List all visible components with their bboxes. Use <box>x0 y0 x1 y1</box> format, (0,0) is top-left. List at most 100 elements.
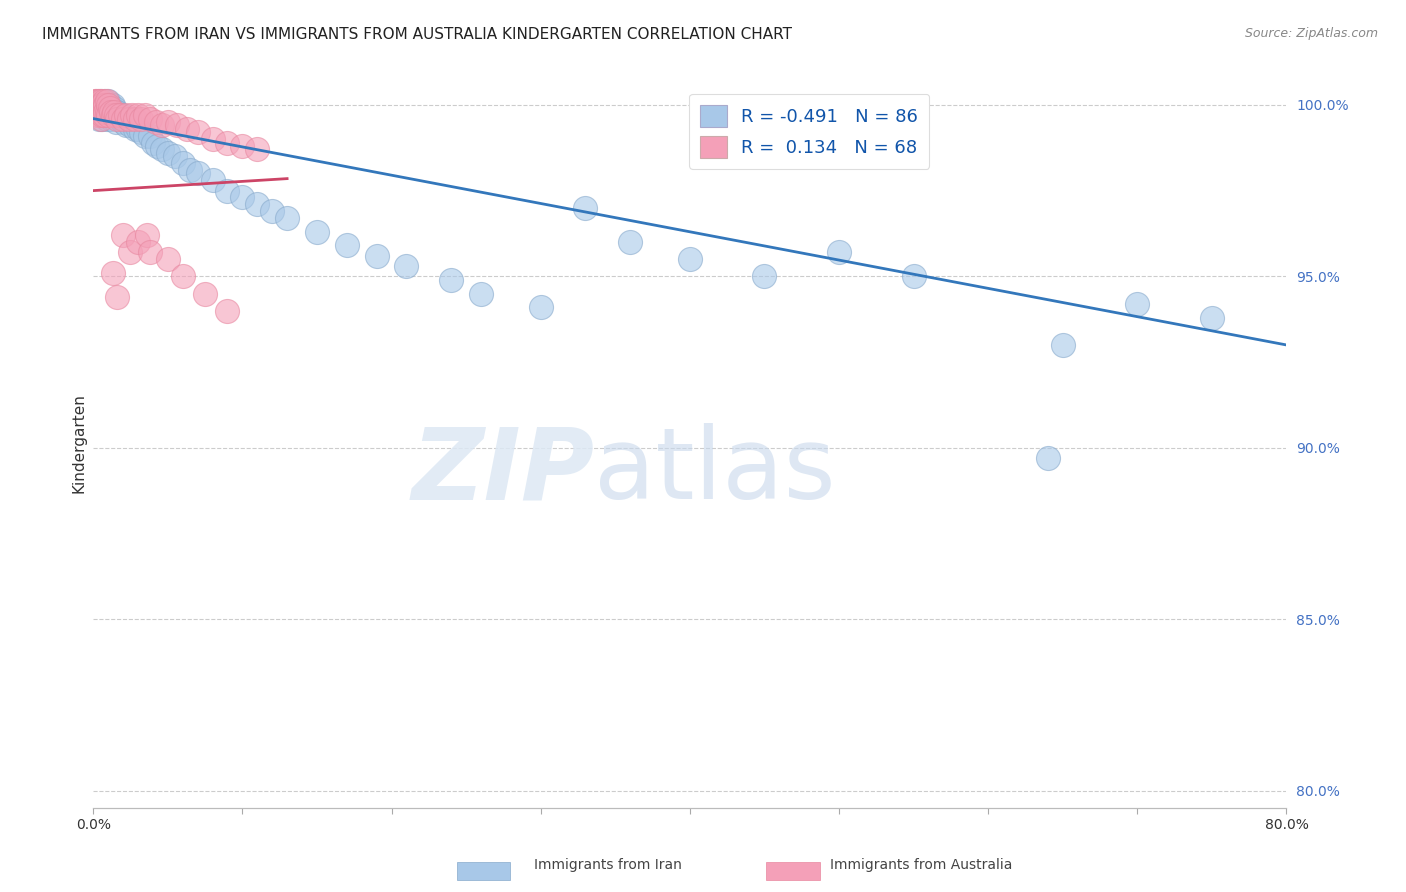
Point <box>127 108 149 122</box>
Point <box>262 204 284 219</box>
Point <box>98 98 121 112</box>
Point <box>90 104 112 119</box>
Point <box>118 112 141 126</box>
Point <box>1126 297 1149 311</box>
Point <box>89 108 111 122</box>
Point <box>86 104 108 119</box>
Point <box>305 225 328 239</box>
Point <box>217 303 239 318</box>
Point <box>107 108 129 122</box>
Point <box>179 163 201 178</box>
Point <box>90 112 112 126</box>
Point <box>96 95 118 109</box>
Point <box>246 197 269 211</box>
Point <box>165 149 187 163</box>
Point <box>217 184 239 198</box>
Point <box>574 201 596 215</box>
Point <box>94 95 117 109</box>
Point <box>176 121 198 136</box>
Point <box>91 101 114 115</box>
Point <box>135 228 157 243</box>
Point <box>201 173 224 187</box>
Point <box>111 228 134 243</box>
Legend: R = -0.491   N = 86, R =  0.134   N = 68: R = -0.491 N = 86, R = 0.134 N = 68 <box>689 94 929 169</box>
Point <box>172 269 194 284</box>
Point <box>91 104 114 119</box>
Point <box>91 98 114 112</box>
Point <box>172 156 194 170</box>
Point <box>86 101 108 115</box>
Point <box>86 108 108 122</box>
Point <box>111 115 134 129</box>
Point <box>139 128 162 143</box>
Point <box>93 101 115 115</box>
Point <box>84 98 107 112</box>
Point <box>231 190 253 204</box>
Point <box>98 108 121 122</box>
Point <box>1036 451 1059 466</box>
Point <box>93 101 115 115</box>
Text: IMMIGRANTS FROM IRAN VS IMMIGRANTS FROM AUSTRALIA KINDERGARTEN CORRELATION CHART: IMMIGRANTS FROM IRAN VS IMMIGRANTS FROM … <box>42 27 792 42</box>
Point <box>90 108 112 122</box>
Point <box>124 112 146 126</box>
Point <box>94 98 117 112</box>
Point <box>150 143 173 157</box>
Text: Immigrants from Iran: Immigrants from Iran <box>534 858 682 872</box>
Point <box>139 245 162 260</box>
Point <box>96 104 118 119</box>
Text: Immigrants from Australia: Immigrants from Australia <box>830 858 1012 872</box>
Point <box>103 104 125 119</box>
Point <box>96 112 118 126</box>
Point <box>110 108 132 122</box>
Point <box>89 112 111 126</box>
Point <box>101 108 124 122</box>
Point <box>156 115 179 129</box>
Point <box>118 112 141 126</box>
Point <box>187 166 209 180</box>
Point <box>94 101 117 115</box>
Point <box>395 259 418 273</box>
Point <box>134 128 156 143</box>
Point <box>98 101 121 115</box>
Point <box>84 95 107 109</box>
Text: atlas: atlas <box>595 424 837 520</box>
Point <box>91 108 114 122</box>
Point <box>201 132 224 146</box>
Point <box>129 112 152 126</box>
Point <box>121 115 143 129</box>
Point <box>127 235 149 249</box>
Point <box>101 98 124 112</box>
Point <box>84 101 107 115</box>
Point <box>108 112 131 126</box>
Point <box>619 235 641 249</box>
Point <box>86 108 108 122</box>
Point <box>146 139 169 153</box>
Point <box>246 143 269 157</box>
Point <box>104 108 127 122</box>
Point <box>83 98 105 112</box>
Point <box>96 104 118 119</box>
Point <box>89 101 111 115</box>
Point <box>100 104 122 119</box>
Point <box>103 101 125 115</box>
Point <box>156 252 179 267</box>
Point <box>90 104 112 119</box>
Point <box>86 101 108 115</box>
Point <box>754 269 776 284</box>
Point <box>89 98 111 112</box>
Point <box>91 98 114 112</box>
Point <box>90 101 112 115</box>
Point <box>903 269 925 284</box>
Point <box>97 108 120 122</box>
Point <box>94 108 117 122</box>
Point <box>89 98 111 112</box>
Point <box>127 121 149 136</box>
Point <box>93 108 115 122</box>
Text: Source: ZipAtlas.com: Source: ZipAtlas.com <box>1244 27 1378 40</box>
Point <box>1201 310 1223 325</box>
Point <box>187 125 209 139</box>
Point <box>90 95 112 109</box>
Point <box>470 286 492 301</box>
Point <box>89 108 111 122</box>
Point <box>86 98 108 112</box>
